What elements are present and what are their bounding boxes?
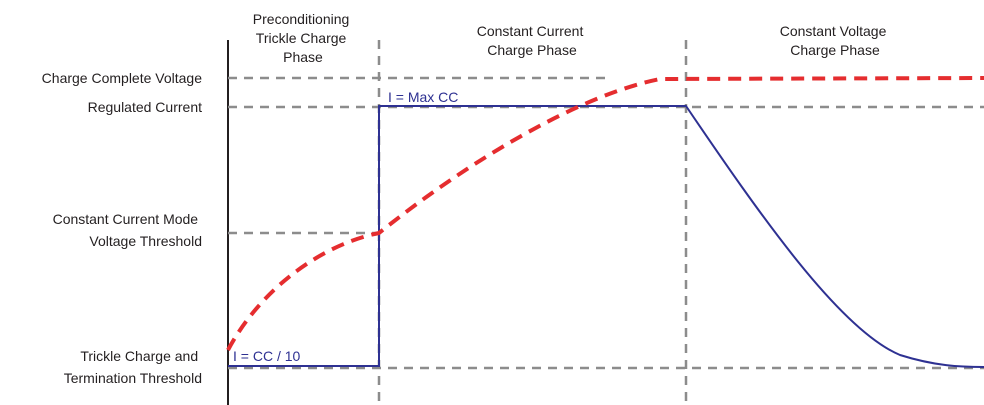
phase-label-preconditioning: Preconditioning Trickle Charge Phase (253, 11, 353, 65)
level-label-charge-complete-voltage: Charge Complete Voltage (42, 70, 203, 86)
current-curve (228, 105, 984, 368)
level-label-cc-mode-voltage-threshold: Constant Current Mode Voltage Threshold (53, 211, 202, 249)
voltage-curve (226, 76, 984, 351)
level-label-regulated-current: Regulated Current (88, 99, 203, 115)
annotation-max-cc: I = Max CC (388, 89, 458, 105)
level-label-trickle-termination-threshold: Trickle Charge and Termination Threshold (64, 348, 202, 386)
phase-label-constant-current: Constant Current Charge Phase (477, 23, 588, 58)
annotation-trickle-cc: I = CC / 10 (233, 348, 301, 364)
phase-label-constant-voltage: Constant Voltage Charge Phase (780, 23, 891, 58)
